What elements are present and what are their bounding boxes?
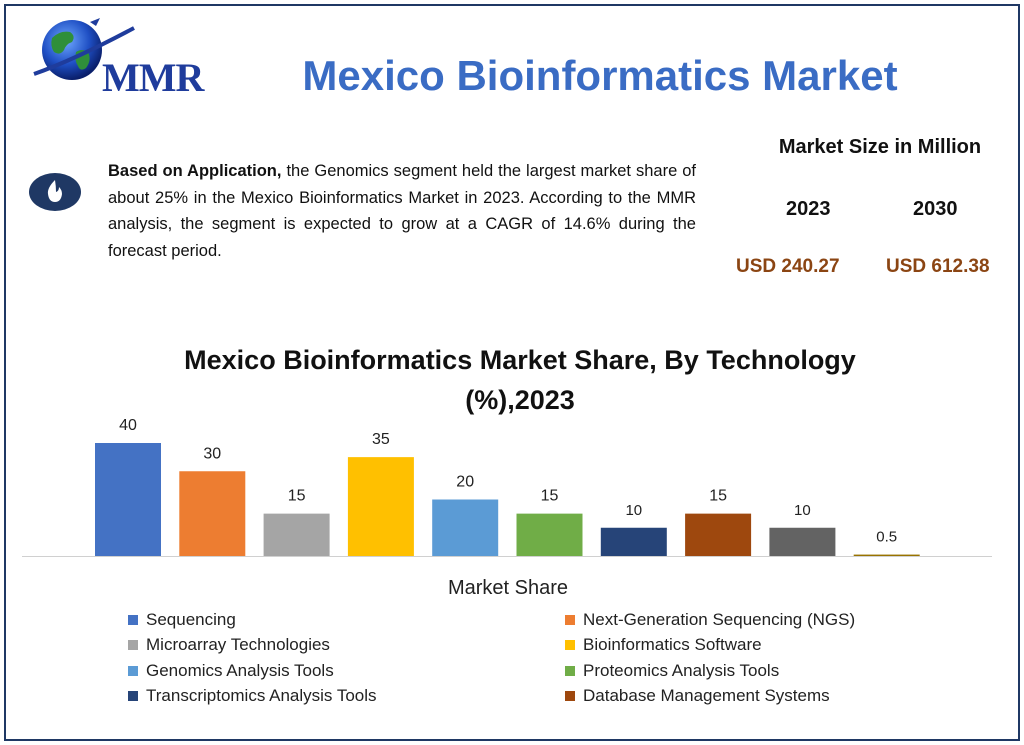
data-label-9: 10 bbox=[794, 502, 811, 519]
data-label-6: 15 bbox=[541, 488, 559, 505]
bar-4 bbox=[347, 457, 414, 556]
data-label-2: 30 bbox=[203, 445, 221, 462]
infographic-frame bbox=[4, 4, 1020, 741]
market-size-title: Market Size in Million bbox=[778, 136, 982, 158]
x-axis-label: Market Share bbox=[448, 577, 568, 599]
legend-item: Database Management Systems bbox=[565, 684, 885, 710]
legend-item: Sequencing bbox=[128, 607, 565, 633]
market-size-year-2030: 2030 bbox=[913, 198, 958, 220]
legend-label: Sequencing bbox=[146, 609, 236, 629]
legend-label: Bioinformatics Software bbox=[583, 635, 762, 655]
bar-1 bbox=[95, 443, 161, 556]
data-label-7: 10 bbox=[625, 502, 642, 519]
legend-swatch bbox=[565, 640, 575, 651]
data-label-5: 20 bbox=[456, 474, 474, 491]
legend-swatch bbox=[565, 665, 575, 676]
legend-swatch bbox=[128, 640, 138, 651]
legend-swatch bbox=[128, 614, 138, 625]
market-size-value-2030: USD 612.38 bbox=[886, 256, 990, 277]
legend-label: Proteomics Analysis Tools bbox=[583, 660, 780, 680]
legend-label: Genomics Analysis Tools bbox=[146, 660, 334, 680]
legend-label: Microarray Technologies bbox=[146, 635, 330, 655]
legend-swatch bbox=[128, 691, 138, 702]
summary-text: the Genomics segment held the largest ma… bbox=[108, 162, 696, 260]
data-label-10: 0.5 bbox=[876, 529, 897, 546]
legend-item: Transcriptomics Analysis Tools bbox=[128, 684, 565, 710]
legend-item: Bioinformatics Software bbox=[565, 633, 885, 659]
legend-swatch bbox=[565, 691, 575, 702]
legend-swatch bbox=[565, 614, 575, 625]
chart-legend: Sequencing Next-Generation Sequencing (NG… bbox=[128, 607, 888, 709]
flame-icon bbox=[28, 172, 82, 212]
bar-7 bbox=[600, 527, 667, 556]
bar-3 bbox=[263, 513, 330, 556]
bar-10 bbox=[853, 554, 920, 556]
legend-item: Microarray Technologies bbox=[128, 633, 565, 659]
mmr-logo: MMR bbox=[30, 16, 204, 100]
summary-paragraph: Based on Application, the Genomics segme… bbox=[108, 158, 696, 264]
legend-label: Database Management Systems bbox=[583, 686, 830, 706]
bar-chart: 40 30 15 35 20 15 10 15 10 0.5 Market Share bbox=[22, 417, 992, 599]
bar-6 bbox=[516, 513, 583, 556]
data-label-8: 15 bbox=[709, 488, 727, 505]
chart-title: Mexico Bioinformatics Market Share, By T… bbox=[184, 345, 856, 415]
legend-item: Next-Generation Sequencing (NGS) bbox=[565, 607, 885, 633]
bar-8 bbox=[685, 513, 752, 556]
bar-9 bbox=[769, 527, 836, 556]
legend-label: Next-Generation Sequencing (NGS) bbox=[583, 609, 856, 629]
data-label-4: 35 bbox=[372, 431, 390, 448]
data-label-3: 15 bbox=[288, 488, 306, 505]
data-label-1: 40 bbox=[119, 417, 137, 434]
legend-label: Transcriptomics Analysis Tools bbox=[146, 686, 377, 706]
summary-lead: Based on Application, bbox=[108, 162, 282, 180]
legend-swatch bbox=[128, 665, 138, 676]
bar-2 bbox=[179, 471, 246, 556]
legend-item: Proteomics Analysis Tools bbox=[565, 658, 885, 684]
market-size-year-2023: 2023 bbox=[786, 198, 831, 220]
page-title: Mexico Bioinformatics Market bbox=[302, 52, 898, 99]
globe-icon bbox=[33, 18, 135, 80]
legend-item: Genomics Analysis Tools bbox=[128, 658, 565, 684]
logo-text: MMR bbox=[102, 55, 204, 100]
bar-5 bbox=[432, 499, 499, 556]
market-size-value-2023: USD 240.27 bbox=[736, 256, 840, 277]
